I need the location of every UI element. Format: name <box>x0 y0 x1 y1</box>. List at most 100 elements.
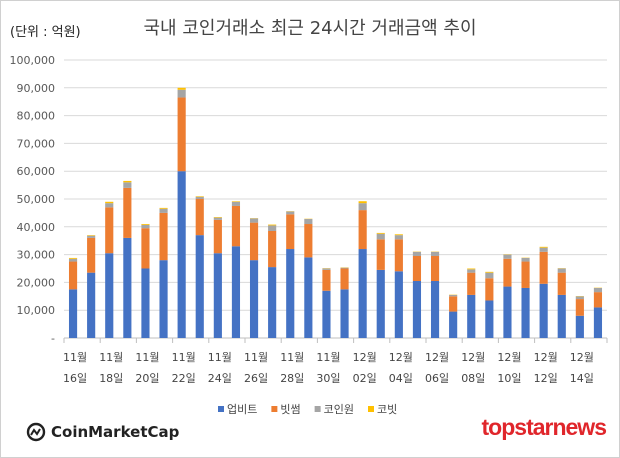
x-tick-month: 11월 <box>99 351 123 364</box>
legend-swatch-코빗 <box>368 406 374 412</box>
bar-segment-빗썸-12/07 <box>449 296 458 312</box>
bar-segment-코인원-11/22 <box>177 89 186 98</box>
bar-segment-업비트-11/25 <box>231 246 241 338</box>
bar-segment-빗썸-11/17 <box>87 237 96 273</box>
bar-segment-빗썸-11/24 <box>213 219 222 254</box>
bar-segment-빗썸-11/20 <box>141 228 150 269</box>
bar-segment-업비트-11/19 <box>123 237 132 338</box>
bar-segment-빗썸-12/05 <box>412 255 422 282</box>
bar-segment-빗썸-12/06 <box>430 255 440 282</box>
bar-segment-코빗-12/08 <box>467 268 476 270</box>
y-tick-label: 50,000 <box>17 193 56 206</box>
bar-segment-업비트-12/08 <box>467 294 476 338</box>
x-tick-month: 11월 <box>280 351 304 364</box>
bar-segment-빗썸-11/25 <box>231 205 241 247</box>
y-tick-label: 90,000 <box>17 82 56 95</box>
x-tick-day: 14일 <box>570 371 594 385</box>
bar-segment-업비트-12/02 <box>358 249 367 338</box>
unit-label: (단위 : 억원) <box>10 25 81 40</box>
x-tick-month: 12월 <box>534 351 558 364</box>
bar-segment-코인원-11/25 <box>231 201 241 206</box>
x-tick-month: 12월 <box>389 351 413 364</box>
bar-segment-빗썸-11/16 <box>68 261 78 290</box>
bar-segment-빗썸-12/10 <box>503 258 512 287</box>
x-tick-month: 11월 <box>172 351 196 364</box>
bar-segment-업비트-12/12 <box>539 283 548 338</box>
bar-segment-코인원-11/24 <box>213 217 222 220</box>
x-tick-day: 04일 <box>389 371 413 385</box>
bar-segment-업비트-11/17 <box>87 272 96 338</box>
bar-segment-빗썸-12/13 <box>557 272 566 295</box>
bar-segment-코빗-11/23 <box>195 196 204 197</box>
x-tick-day: 24일 <box>208 371 232 385</box>
bar-segment-빗썸-11/29 <box>304 224 313 258</box>
bar-segment-빗썸-11/30 <box>322 269 331 291</box>
bar-segment-빗썸-12/14 <box>575 299 584 316</box>
bar-segment-코빗-11/22 <box>177 87 186 90</box>
x-tick-month: 12월 <box>497 351 521 364</box>
bar-segment-코인원-11/30 <box>322 268 331 270</box>
bar-segment-빗썸-12/03 <box>376 239 385 270</box>
bar-segment-코인원-11/19 <box>123 182 132 188</box>
chart-title: 국내 코인거래소 최근 24시간 거래금액 추이 <box>143 18 477 39</box>
bar-segment-코인원-11/17 <box>87 235 96 238</box>
bar-segment-코빗-11/24 <box>213 217 222 218</box>
bar-segment-코인원-12/11 <box>521 257 530 262</box>
coinmarketcap-logo: CoinMarketCap <box>26 422 179 442</box>
bar-segment-업비트-12/14 <box>575 315 584 338</box>
bar-segment-업비트-12/07 <box>449 311 458 338</box>
bar-segment-업비트-12/04 <box>394 271 403 338</box>
bar-segment-코인원-11/23 <box>195 196 204 199</box>
bar-segment-코인원-12/12 <box>539 247 548 252</box>
bar-segment-코인원-11/18 <box>105 203 114 208</box>
bar-segment-빗썸-12/15 <box>593 292 603 308</box>
bar-segment-코인원-12/15 <box>593 287 603 293</box>
bar-segment-코빗-12/09 <box>485 271 494 273</box>
bar-segment-코인원-12/06 <box>430 251 440 256</box>
bar-segment-코빗-11/27 <box>268 224 277 226</box>
x-tick-month: 12월 <box>425 351 449 364</box>
bar-segment-업비트-11/26 <box>249 260 259 338</box>
x-tick-month: 12월 <box>570 351 594 364</box>
bar-segment-코인원-12/09 <box>485 272 494 279</box>
bar-segment-코인원-12/14 <box>575 296 584 300</box>
bar-segment-코인원-12/01 <box>340 267 349 269</box>
bar-segment-코빗-11/25 <box>231 201 241 202</box>
bar-segment-업비트-12/05 <box>412 281 422 338</box>
bar-segment-빗썸-11/19 <box>123 187 132 238</box>
legend-label: 빗썸 <box>280 403 300 416</box>
x-tick-day: 28일 <box>280 371 304 385</box>
x-tick-month: 11월 <box>316 351 340 364</box>
legend-swatch-업비트 <box>218 406 224 412</box>
legend-label: 코빗 <box>377 403 397 416</box>
bar-segment-코인원-11/21 <box>159 208 168 213</box>
x-tick-day: 16일 <box>63 371 87 385</box>
bar-segment-업비트-11/27 <box>268 267 277 338</box>
bar-segment-업비트-12/11 <box>521 287 530 338</box>
bar-segment-빗썸-12/01 <box>340 268 349 290</box>
y-tick-label: 30,000 <box>17 249 56 262</box>
bar-segment-업비트-11/18 <box>105 253 114 338</box>
bar-segment-업비트-12/03 <box>376 269 385 338</box>
bar-segment-코인원-11/28 <box>286 211 295 215</box>
x-tick-day: 20일 <box>135 371 159 385</box>
bar-segment-업비트-12/01 <box>340 289 349 338</box>
bar-segment-업비트-11/21 <box>159 260 168 338</box>
bar-segment-업비트-12/10 <box>503 286 512 338</box>
bar-segment-빗썸-11/22 <box>177 97 186 172</box>
bar-segment-코인원-12/04 <box>394 235 403 240</box>
legend-swatch-빗썸 <box>271 406 278 412</box>
x-tick-month: 11월 <box>244 351 268 364</box>
y-tick-label: 80,000 <box>17 110 56 123</box>
coinmarketcap-icon <box>26 422 46 442</box>
bar-segment-코빗-12/04 <box>394 234 403 236</box>
bar-segment-코인원-11/16 <box>68 258 78 262</box>
bar-segment-코빗-11/20 <box>141 224 150 225</box>
bar-segment-빗썸-11/26 <box>249 222 259 261</box>
legend-swatch-코인원 <box>314 406 321 412</box>
x-tick-month: 12월 <box>353 351 377 364</box>
x-tick-day: 08일 <box>461 371 485 385</box>
bar-segment-코인원-11/20 <box>141 224 150 229</box>
x-tick-day: 30일 <box>316 371 340 385</box>
